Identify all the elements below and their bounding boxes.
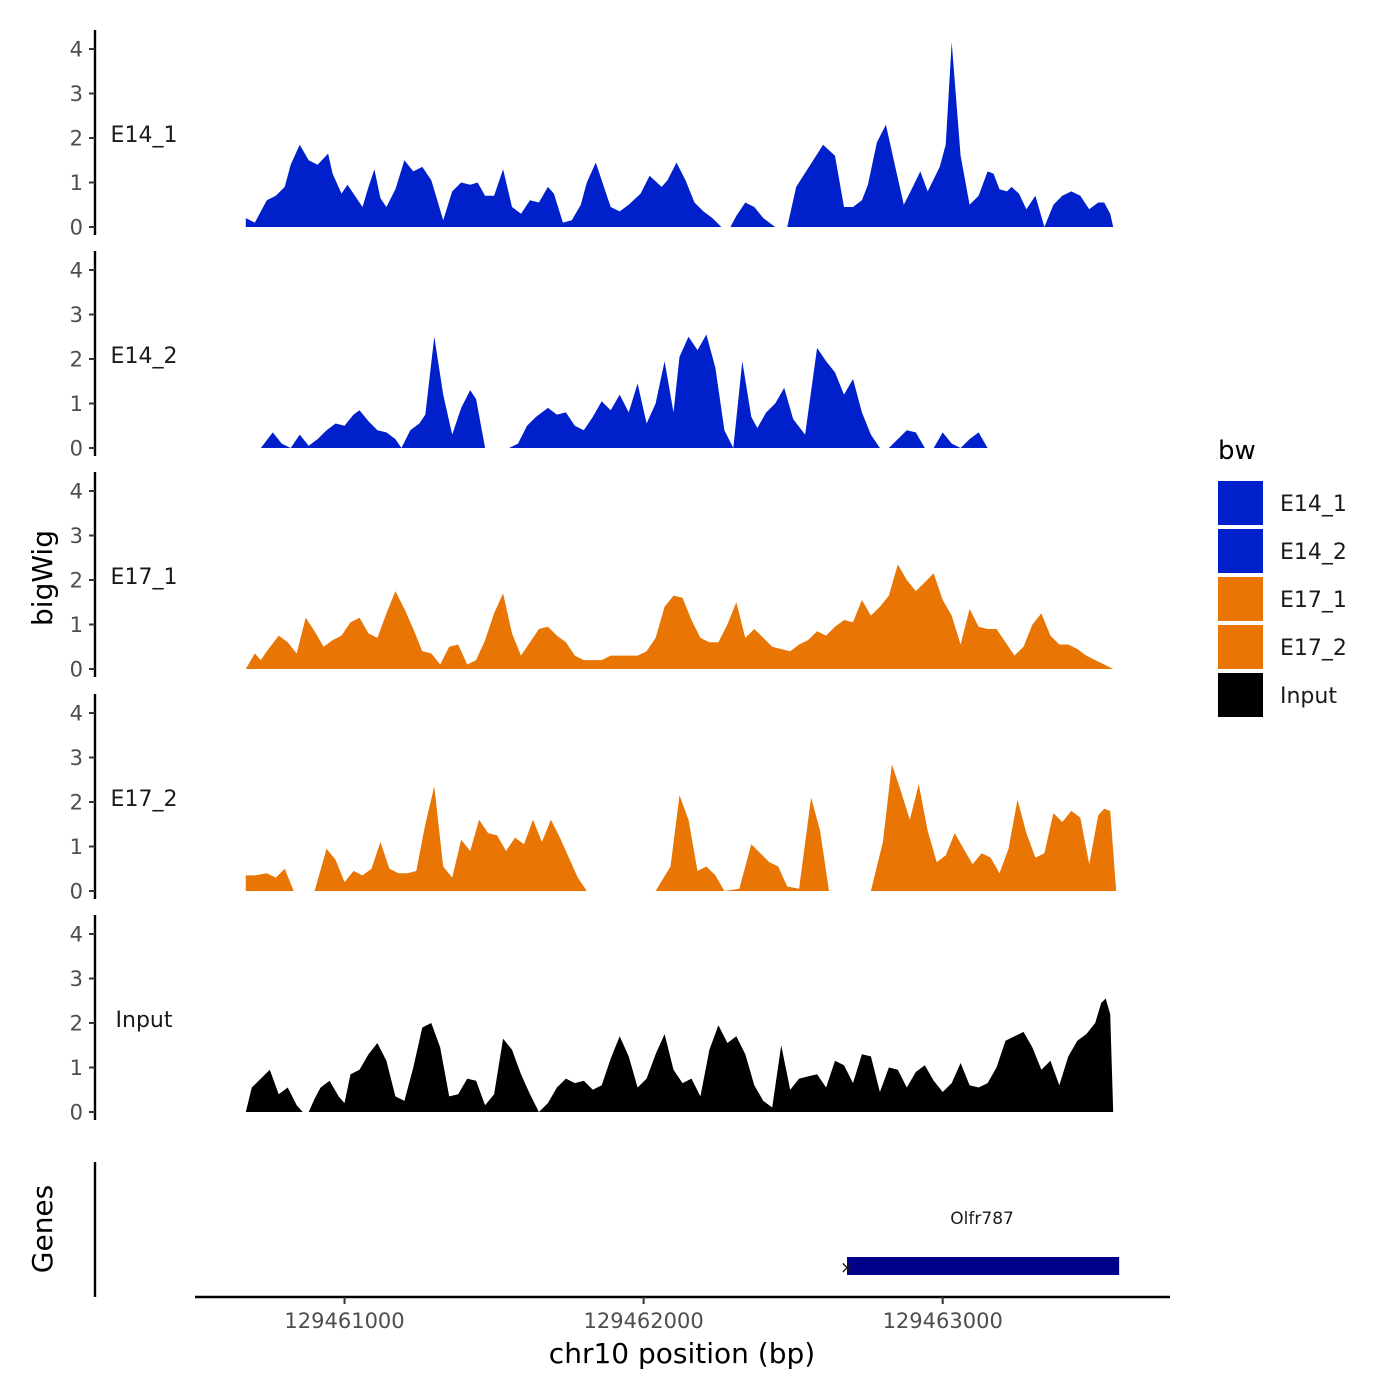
- signal-area: [245, 42, 1114, 227]
- track-label: Input: [116, 1008, 173, 1033]
- track-e14-2: 0 1 2 3 4 E14_2: [70, 251, 1111, 461]
- gene-strand-arrow: ×: [840, 1258, 854, 1278]
- y-tick-label: 4: [70, 480, 83, 504]
- legend-key: [1218, 673, 1263, 717]
- y-tick-label: 4: [70, 923, 83, 947]
- x-axis-title: chr10 position (bp): [549, 1337, 815, 1370]
- legend-key: [1218, 481, 1263, 525]
- y-tick-label: 4: [70, 702, 83, 726]
- legend: bw E14_1 E14_2 E17_1 E17_2 Input: [1218, 436, 1347, 717]
- track-label: E14_1: [111, 123, 178, 148]
- y-tick-label: 0: [70, 880, 83, 904]
- track-e17-1: 0 1 2 3 4 E17_1: [70, 472, 1114, 682]
- bigwig-tracks: 0 1 2 3 4 E14_1 0 1 2 3 4 E14_2 0 1 2 3 4 E17_1 0 1 2 3 4 E17_2…: [70, 30, 1117, 1125]
- y-tick-label: 2: [70, 1012, 83, 1036]
- y-tick-label: 2: [70, 348, 83, 372]
- track-label: E17_2: [111, 787, 178, 812]
- y-tick-label: 1: [70, 835, 83, 859]
- y-tick-label: 4: [70, 259, 83, 283]
- legend-key: [1218, 577, 1263, 621]
- y-tick-label: 0: [70, 658, 83, 682]
- y-tick-label: 3: [70, 524, 83, 548]
- gene-body: [847, 1257, 1120, 1275]
- y-tick-label: 0: [70, 1101, 83, 1125]
- y-tick-label: 0: [70, 437, 83, 461]
- signal-area: [245, 998, 1114, 1112]
- signal-area: [655, 764, 1117, 891]
- x-tick-label: 129462000: [583, 1309, 703, 1333]
- track-e14-1: 0 1 2 3 4 E14_1: [70, 30, 1114, 240]
- legend-label: E17_1: [1280, 588, 1347, 613]
- gene-label: Olfr787: [950, 1209, 1014, 1229]
- x-axis: 129461000 129462000 129463000: [195, 1295, 1170, 1333]
- y-tick-label: 2: [70, 127, 83, 151]
- x-tick-label: 129461000: [284, 1309, 404, 1333]
- y-tick-label: 3: [70, 303, 83, 327]
- signal-area: [260, 334, 1111, 448]
- track-input: 0 1 2 3 4 Input: [70, 915, 1114, 1125]
- legend-label: Input: [1280, 684, 1337, 709]
- legend-key: [1218, 529, 1263, 573]
- y-axis-title: bigWig: [26, 530, 59, 626]
- y-tick-label: 1: [70, 392, 83, 416]
- legend-label: E14_2: [1280, 540, 1347, 565]
- gene-panel: × Olfr787: [93, 1162, 1120, 1297]
- y-tick-label: 1: [70, 613, 83, 637]
- track-label: E14_2: [111, 344, 178, 369]
- track-e17-2: 0 1 2 3 4 E17_2: [70, 694, 1117, 904]
- y-tick-label: 3: [70, 967, 83, 991]
- y-tick-label: 3: [70, 746, 83, 770]
- legend-key: [1218, 625, 1263, 669]
- x-tick-label: 129463000: [883, 1309, 1003, 1333]
- legend-title: bw: [1218, 436, 1256, 466]
- y-tick-label: 0: [70, 216, 83, 240]
- signal-area: [245, 564, 1114, 669]
- gene-axis-title: Genes: [26, 1185, 59, 1273]
- y-tick-label: 1: [70, 171, 83, 195]
- signal-area: [245, 786, 1111, 891]
- y-tick-label: 2: [70, 569, 83, 593]
- y-tick-label: 1: [70, 1056, 83, 1080]
- y-tick-label: 3: [70, 82, 83, 106]
- legend-label: E14_1: [1280, 492, 1347, 517]
- y-tick-label: 2: [70, 791, 83, 815]
- legend-label: E17_2: [1280, 636, 1347, 661]
- track-label: E17_1: [111, 565, 178, 590]
- y-tick-label: 4: [70, 38, 83, 62]
